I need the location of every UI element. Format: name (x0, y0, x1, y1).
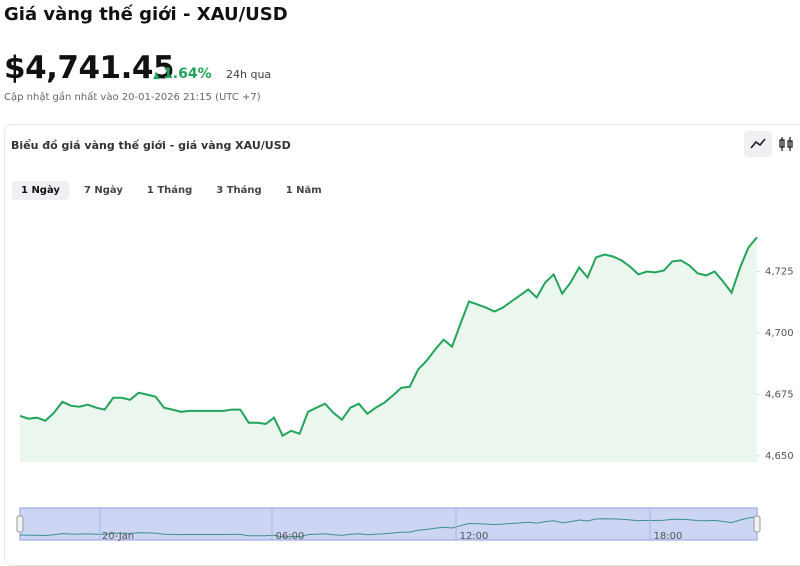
range-tab[interactable]: 3 Tháng (216, 185, 262, 196)
range-tab[interactable]: 1 Ngày (12, 181, 69, 200)
price-line (19, 236, 758, 438)
page: Giá vàng thế giới - XAU/USD $4,741.45 ▲ … (4, 4, 800, 566)
price-change: ▲ 1.64% (153, 66, 212, 82)
y-tick-label: 4,700 (765, 328, 794, 339)
y-tick-label: 4,675 (765, 389, 794, 400)
up-arrow: ▲ (153, 71, 164, 81)
range-tab[interactable]: 1 Tháng (146, 185, 193, 196)
line-icon (750, 138, 766, 149)
navigator-handle (753, 515, 761, 533)
panel-title: Biểu đồ giá vàng thế giới - giá vàng XAU… (11, 139, 291, 152)
navigator-label: 20-Jan (102, 531, 134, 542)
range-tab[interactable]: 7 Ngày (83, 185, 123, 196)
area-fill (20, 237, 757, 462)
navigator-label: 12:00 (460, 531, 489, 542)
change-value: 1.64% (163, 66, 212, 82)
navigator-handle (16, 515, 24, 533)
range-tab[interactable]: 1 Năm (285, 185, 322, 196)
navigator-label: 18:00 (654, 531, 683, 542)
change-period: 24h qua (226, 68, 272, 81)
navigator-line (19, 516, 758, 538)
chart: 4,650 4,675 4,700 4,725 20-Jan 06:00 12:00 18:0… (16, 236, 794, 542)
updated-time: Cập nhật gần nhất vào 20-01-2026 21:15 (… (4, 92, 261, 103)
page-title: Giá vàng thế giới - XAU/USD (4, 4, 288, 25)
y-tick-label: 4,650 (765, 451, 794, 462)
range-tabs: 1 Ngày 7 Ngày 1 Tháng 3 Tháng 1 Năm (12, 181, 331, 200)
price: $4,741.45 (4, 50, 175, 86)
candle-button[interactable] (779, 137, 793, 151)
navigator (19, 507, 758, 541)
y-tick-label: 4,725 (765, 266, 794, 277)
navigator-label: 06:00 (276, 531, 305, 542)
chart-type-switch (744, 131, 793, 157)
